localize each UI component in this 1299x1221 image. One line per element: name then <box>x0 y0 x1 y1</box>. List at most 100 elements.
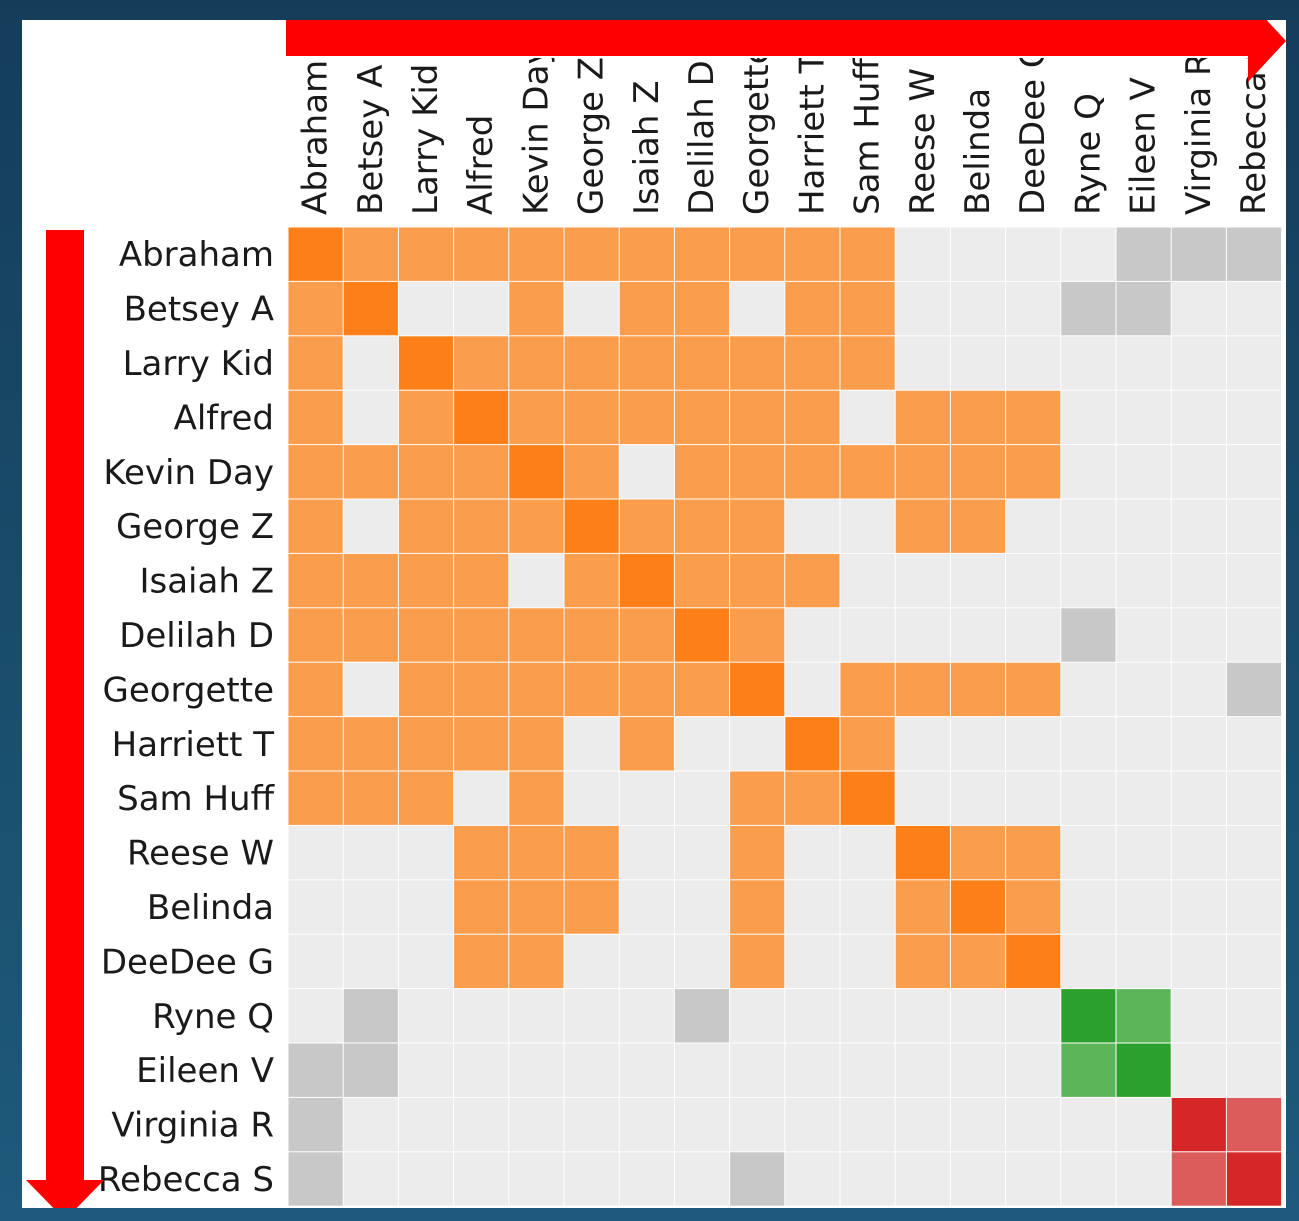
cell-reese-w-george-z[interactable] <box>564 825 619 880</box>
cell-harriett-t-deedee-g[interactable] <box>1006 717 1061 771</box>
cell-virginia-r-eileen-v[interactable] <box>1116 1097 1171 1152</box>
cell-betsey-a-abraham[interactable] <box>288 281 343 336</box>
cell-larry-kid-delilah-d[interactable] <box>674 336 730 390</box>
cell-kevin-day-harriett-t[interactable] <box>785 445 840 499</box>
cell-kevin-day-eileen-v[interactable] <box>1116 445 1171 499</box>
cell-reese-w-abraham[interactable] <box>288 825 343 880</box>
cell-deedee-g-abraham[interactable] <box>288 934 343 989</box>
cell-eileen-v-ryne-q[interactable] <box>1061 1043 1116 1097</box>
cell-virginia-r-alfred[interactable] <box>454 1097 509 1152</box>
cell-abraham-belinda[interactable] <box>950 227 1006 281</box>
cell-isaiah-z-ryne-q[interactable] <box>1061 553 1116 608</box>
cell-george-z-eileen-v[interactable] <box>1116 499 1171 553</box>
cell-ryne-q-rebecca-s[interactable] <box>1226 989 1282 1043</box>
cell-kevin-day-betsey-a[interactable] <box>343 445 398 499</box>
cell-rebecca-s-rebecca-s[interactable] <box>1226 1152 1282 1206</box>
cell-alfred-virginia-r[interactable] <box>1171 390 1226 445</box>
cell-harriett-t-virginia-r[interactable] <box>1171 717 1226 771</box>
cell-belinda-rebecca-s[interactable] <box>1226 880 1282 934</box>
cell-isaiah-z-harriett-t[interactable] <box>785 553 840 608</box>
cell-delilah-d-sam-huff[interactable] <box>840 608 895 662</box>
cell-kevin-day-ryne-q[interactable] <box>1061 445 1116 499</box>
cell-georgette-delilah-d[interactable] <box>674 662 730 717</box>
cell-larry-kid-georgette[interactable] <box>730 336 785 390</box>
cell-virginia-r-rebecca-s[interactable] <box>1226 1097 1282 1152</box>
cell-george-z-delilah-d[interactable] <box>674 499 730 553</box>
cell-virginia-r-ryne-q[interactable] <box>1061 1097 1116 1152</box>
cell-sam-huff-kevin-day[interactable] <box>509 771 564 825</box>
cell-belinda-alfred[interactable] <box>454 880 509 934</box>
cell-rebecca-s-delilah-d[interactable] <box>674 1152 730 1206</box>
cell-isaiah-z-eileen-v[interactable] <box>1116 553 1171 608</box>
cell-abraham-kevin-day[interactable] <box>509 227 564 281</box>
cell-alfred-eileen-v[interactable] <box>1116 390 1171 445</box>
cell-deedee-g-belinda[interactable] <box>950 934 1006 989</box>
cell-deedee-g-larry-kid[interactable] <box>398 934 454 989</box>
cell-alfred-reese-w[interactable] <box>895 390 950 445</box>
cell-george-z-sam-huff[interactable] <box>840 499 895 553</box>
cell-sam-huff-harriett-t[interactable] <box>785 771 840 825</box>
cell-eileen-v-larry-kid[interactable] <box>398 1043 454 1097</box>
cell-rebecca-s-alfred[interactable] <box>454 1152 509 1206</box>
cell-sam-huff-george-z[interactable] <box>564 771 619 825</box>
cell-larry-kid-betsey-a[interactable] <box>343 336 398 390</box>
cell-delilah-d-deedee-g[interactable] <box>1006 608 1061 662</box>
cell-abraham-reese-w[interactable] <box>895 227 950 281</box>
cell-betsey-a-rebecca-s[interactable] <box>1226 281 1282 336</box>
cell-isaiah-z-larry-kid[interactable] <box>398 553 454 608</box>
cell-delilah-d-delilah-d[interactable] <box>674 608 730 662</box>
cell-georgette-george-z[interactable] <box>564 662 619 717</box>
cell-deedee-g-alfred[interactable] <box>454 934 509 989</box>
cell-kevin-day-virginia-r[interactable] <box>1171 445 1226 499</box>
cell-isaiah-z-virginia-r[interactable] <box>1171 553 1226 608</box>
cell-betsey-a-reese-w[interactable] <box>895 281 950 336</box>
cell-georgette-sam-huff[interactable] <box>840 662 895 717</box>
cell-alfred-deedee-g[interactable] <box>1006 390 1061 445</box>
cell-reese-w-reese-w[interactable] <box>895 825 950 880</box>
cell-abraham-virginia-r[interactable] <box>1171 227 1226 281</box>
cell-sam-huff-alfred[interactable] <box>454 771 509 825</box>
cell-georgette-virginia-r[interactable] <box>1171 662 1226 717</box>
cell-virginia-r-larry-kid[interactable] <box>398 1097 454 1152</box>
cell-kevin-day-belinda[interactable] <box>950 445 1006 499</box>
cell-reese-w-ryne-q[interactable] <box>1061 825 1116 880</box>
cell-ryne-q-larry-kid[interactable] <box>398 989 454 1043</box>
cell-sam-huff-eileen-v[interactable] <box>1116 771 1171 825</box>
cell-georgette-larry-kid[interactable] <box>398 662 454 717</box>
cell-abraham-george-z[interactable] <box>564 227 619 281</box>
cell-georgette-georgette[interactable] <box>730 662 785 717</box>
cell-georgette-eileen-v[interactable] <box>1116 662 1171 717</box>
cell-delilah-d-harriett-t[interactable] <box>785 608 840 662</box>
cell-betsey-a-sam-huff[interactable] <box>840 281 895 336</box>
cell-george-z-deedee-g[interactable] <box>1006 499 1061 553</box>
cell-eileen-v-george-z[interactable] <box>564 1043 619 1097</box>
cell-isaiah-z-delilah-d[interactable] <box>674 553 730 608</box>
cell-rebecca-s-george-z[interactable] <box>564 1152 619 1206</box>
cell-george-z-belinda[interactable] <box>950 499 1006 553</box>
cell-ryne-q-harriett-t[interactable] <box>785 989 840 1043</box>
cell-kevin-day-rebecca-s[interactable] <box>1226 445 1282 499</box>
cell-georgette-abraham[interactable] <box>288 662 343 717</box>
cell-sam-huff-virginia-r[interactable] <box>1171 771 1226 825</box>
cell-ryne-q-virginia-r[interactable] <box>1171 989 1226 1043</box>
cell-belinda-larry-kid[interactable] <box>398 880 454 934</box>
cell-sam-huff-rebecca-s[interactable] <box>1226 771 1282 825</box>
cell-rebecca-s-belinda[interactable] <box>950 1152 1006 1206</box>
cell-ryne-q-alfred[interactable] <box>454 989 509 1043</box>
cell-abraham-delilah-d[interactable] <box>674 227 730 281</box>
cell-reese-w-virginia-r[interactable] <box>1171 825 1226 880</box>
cell-sam-huff-abraham[interactable] <box>288 771 343 825</box>
cell-harriett-t-ryne-q[interactable] <box>1061 717 1116 771</box>
cell-eileen-v-georgette[interactable] <box>730 1043 785 1097</box>
cell-belinda-abraham[interactable] <box>288 880 343 934</box>
cell-deedee-g-kevin-day[interactable] <box>509 934 564 989</box>
cell-harriett-t-rebecca-s[interactable] <box>1226 717 1282 771</box>
cell-harriett-t-george-z[interactable] <box>564 717 619 771</box>
cell-deedee-g-harriett-t[interactable] <box>785 934 840 989</box>
cell-georgette-belinda[interactable] <box>950 662 1006 717</box>
cell-sam-huff-deedee-g[interactable] <box>1006 771 1061 825</box>
cell-george-z-rebecca-s[interactable] <box>1226 499 1282 553</box>
cell-larry-kid-eileen-v[interactable] <box>1116 336 1171 390</box>
cell-rebecca-s-betsey-a[interactable] <box>343 1152 398 1206</box>
cell-larry-kid-larry-kid[interactable] <box>398 336 454 390</box>
